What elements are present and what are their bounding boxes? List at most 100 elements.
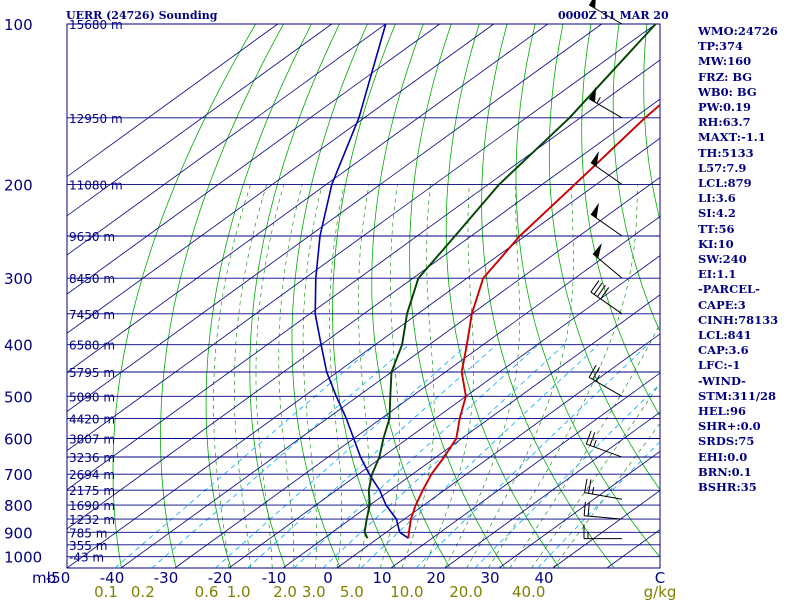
dry-adiabat [249,24,340,568]
index-line: LI:3.6 [698,191,736,206]
isotherm [282,294,660,568]
wind-barb-half [591,487,595,495]
dry-adiabat [548,24,660,491]
wind-barb-flag [589,86,597,103]
wind-barb-shaft [590,291,623,315]
index-line: WMO:24726 [698,24,778,38]
mixing-ratio-label: 40.0 [512,583,545,600]
wind-barb-full [590,280,600,293]
wind-barb-shaft [586,443,623,458]
moist-adiabat [329,184,345,568]
mixing-ratio-line [537,441,660,568]
plot-frame [66,23,661,569]
wind-barb-shaft [584,492,623,500]
pressure-tick-label: 300 [4,270,33,288]
moist-adiabat [278,184,303,568]
index-line: TH:5133 [698,145,754,160]
isotherm [67,24,494,334]
index-line: HEL:96 [698,404,746,419]
isotherm [120,176,660,568]
wind-barb-full [588,364,597,378]
dry-adiabat [612,24,660,333]
height-label: 9630 m [69,230,115,244]
mixing-ratio-label: 0.2 [131,583,155,600]
height-label: 1232 m [69,513,115,527]
mixing-ratio-label: 2.0 [273,583,297,600]
wind-barb-full [589,432,596,446]
wind-barb-flag [592,243,602,259]
dry-adiabat [205,24,312,568]
height-label: 12950 m [69,112,123,126]
moist-adiabat [379,184,400,568]
wind-barb-flag [590,151,599,167]
isotherm [67,59,660,491]
x-axis-label: C [655,569,665,587]
index-line: BRN:0.1 [698,464,752,479]
wind-barb-full [597,284,606,297]
moist-adiabat [401,184,435,568]
height-label: 15680 m [69,18,123,32]
temperature-tick-label: 40 [534,569,553,587]
mixing-ratio-line [114,344,376,568]
isotherm [67,24,602,412]
index-line: CAP:3.6 [698,343,749,358]
mixing-ratio-line [474,383,660,568]
temperature-tick-label: -20 [208,569,233,587]
index-line: TT:56 [698,221,735,236]
temperature-tick-label: 20 [426,569,445,587]
index-line: STM:311/28 [698,388,777,403]
wind-barb-full [600,287,610,300]
moist-adiabat [509,323,660,568]
isotherm [67,24,656,452]
mixing-ratio-line [322,344,565,568]
index-line: LCL:841 [698,328,752,343]
wind-barb-full [583,501,586,516]
pressure-tick-label: 1000 [4,549,42,567]
moist-adiabat [444,184,520,568]
pressure-tick-label: 900 [4,524,33,542]
index-line: SRDS:75 [698,434,755,449]
dry-adiabat [409,24,506,568]
mixing-ratio-line [247,344,497,568]
height-label: 5795 m [69,366,115,380]
pressure-tick-label: 800 [4,497,33,515]
height-label: 5090 m [69,390,115,404]
index-line: RH:63.7 [698,115,751,130]
dry-adiabat [581,24,660,417]
pressure-tick-label: 600 [4,431,33,449]
wind-barbs [583,0,623,540]
index-line: FRZ: BG [698,69,753,84]
dry-adiabat [515,24,660,558]
wind-barb-full [588,479,592,494]
wind-barb-flag [589,0,596,9]
height-label: 3807 m [69,433,115,447]
index-line: EHI:0.0 [698,449,748,464]
dewpoint-trace [363,24,657,539]
temperature-tick-label: -40 [100,569,125,587]
temperature-tick-label: -30 [154,569,179,587]
wind-barb-full [587,502,590,517]
moist-adiabat [466,184,574,568]
pressure-tick-label: 400 [4,337,33,355]
isotherm [67,98,660,530]
height-label: 1690 m [69,499,115,513]
isotherm [498,450,660,568]
mixing-ratio-line [293,344,539,568]
wind-barb-half [596,96,601,104]
height-label: -43 m [69,551,104,565]
index-line: -WIND- [698,373,746,388]
dry-adiabat [112,24,256,568]
dry-adiabat [291,24,368,568]
wind-barb-shaft [588,376,623,397]
index-line: SHR+:0.0 [698,419,761,434]
wind-barb-full [584,478,588,493]
isotherm [67,24,386,256]
chart-time: 0000Z 31 MAR 20 [558,9,669,22]
index-line: CINH:78133 [698,312,779,327]
height-label: 11080 m [69,178,123,192]
isotherm [67,24,332,217]
wind-barb-shaft [584,515,623,520]
height-label: 4420 m [69,412,115,426]
index-line: SI:4.2 [698,206,736,221]
index-line: CAPE:3 [698,297,746,312]
